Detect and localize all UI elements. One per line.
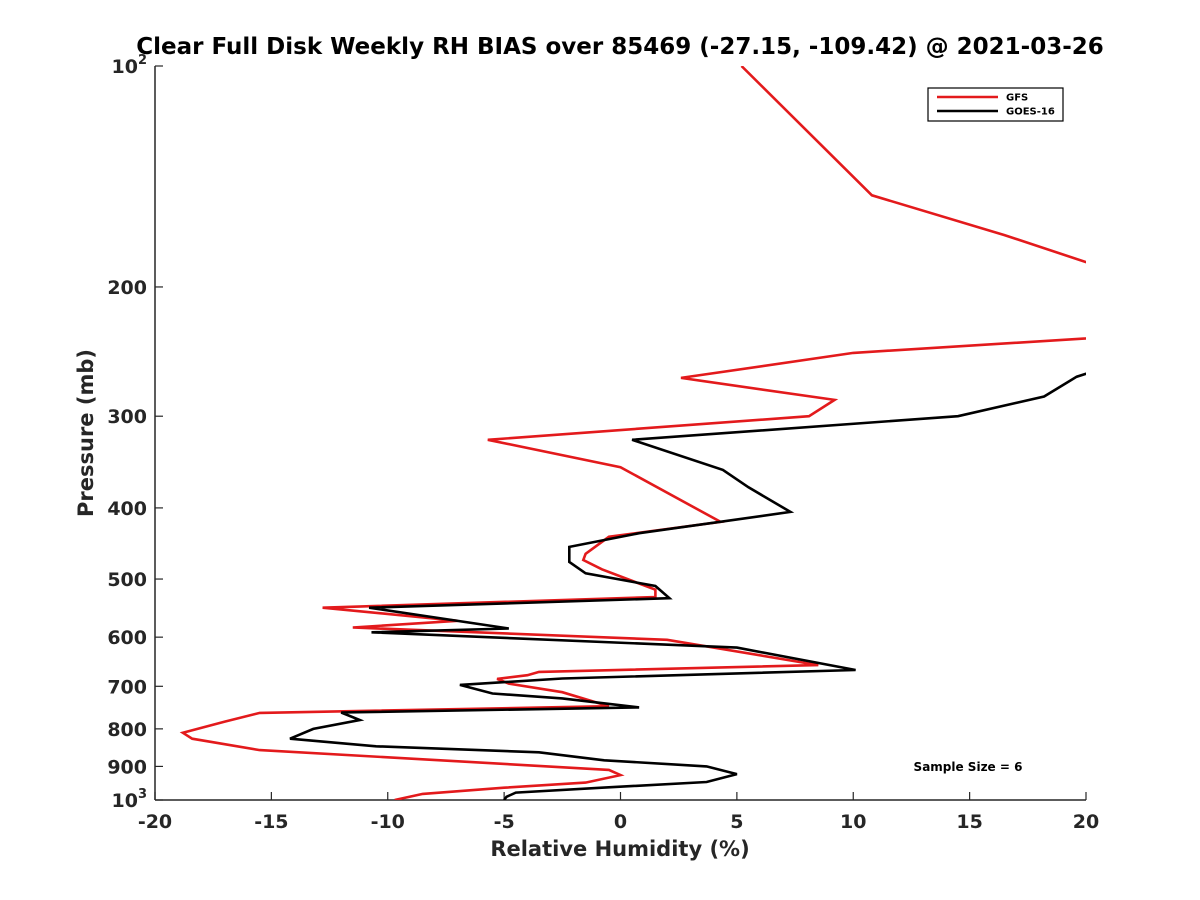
y-tick-label: 500	[107, 569, 147, 591]
y-tick-exponent: 3	[138, 787, 147, 802]
legend-label-gfs: GFS	[1006, 93, 1028, 104]
y-axis-label: Pressure (mb)	[74, 349, 98, 517]
y-tick-exponent: 2	[138, 53, 147, 68]
y-tick-label: 800	[107, 719, 147, 741]
y-tick-label: 103	[112, 787, 148, 812]
y-tick-label: 900	[107, 756, 147, 778]
series-line-gfs	[179, 66, 1086, 800]
x-tick-label: 15	[956, 811, 982, 833]
y-tick-base: 10	[112, 790, 138, 812]
x-tick-label: -20	[138, 811, 172, 833]
y-tick-label: 200	[107, 277, 147, 299]
chart-title: Clear Full Disk Weekly RH BIAS over 8546…	[136, 34, 1104, 60]
x-axis-label: Relative Humidity (%)	[490, 837, 749, 861]
x-tick-label: 10	[840, 811, 866, 833]
y-tick-label: 600	[107, 627, 147, 649]
series-layer	[179, 66, 1086, 800]
series-line-goes-16	[289, 372, 1086, 800]
x-tick-label: -10	[371, 811, 405, 833]
chart-legend: GFS GOES-16	[927, 87, 1064, 122]
x-axis-ticks: -20 -15 -10 -5 0 5 10 15 20	[138, 792, 1099, 833]
x-tick-label: 20	[1073, 811, 1099, 833]
y-tick-label: 300	[107, 406, 147, 428]
legend-box	[927, 87, 1064, 122]
y-tick-label: 400	[107, 498, 147, 520]
y-tick-base: 10	[112, 56, 138, 78]
x-tick-label: -15	[254, 811, 288, 833]
y-tick-label: 102	[112, 53, 148, 78]
x-tick-label: 5	[730, 811, 743, 833]
x-tick-label: -5	[494, 811, 515, 833]
sample-size-annotation: Sample Size = 6	[914, 760, 1023, 774]
y-tick-label: 700	[107, 676, 147, 698]
legend-label-goes-16: GOES-16	[1006, 107, 1055, 118]
plot-axes	[154, 66, 1086, 801]
x-tick-label: 0	[614, 811, 627, 833]
